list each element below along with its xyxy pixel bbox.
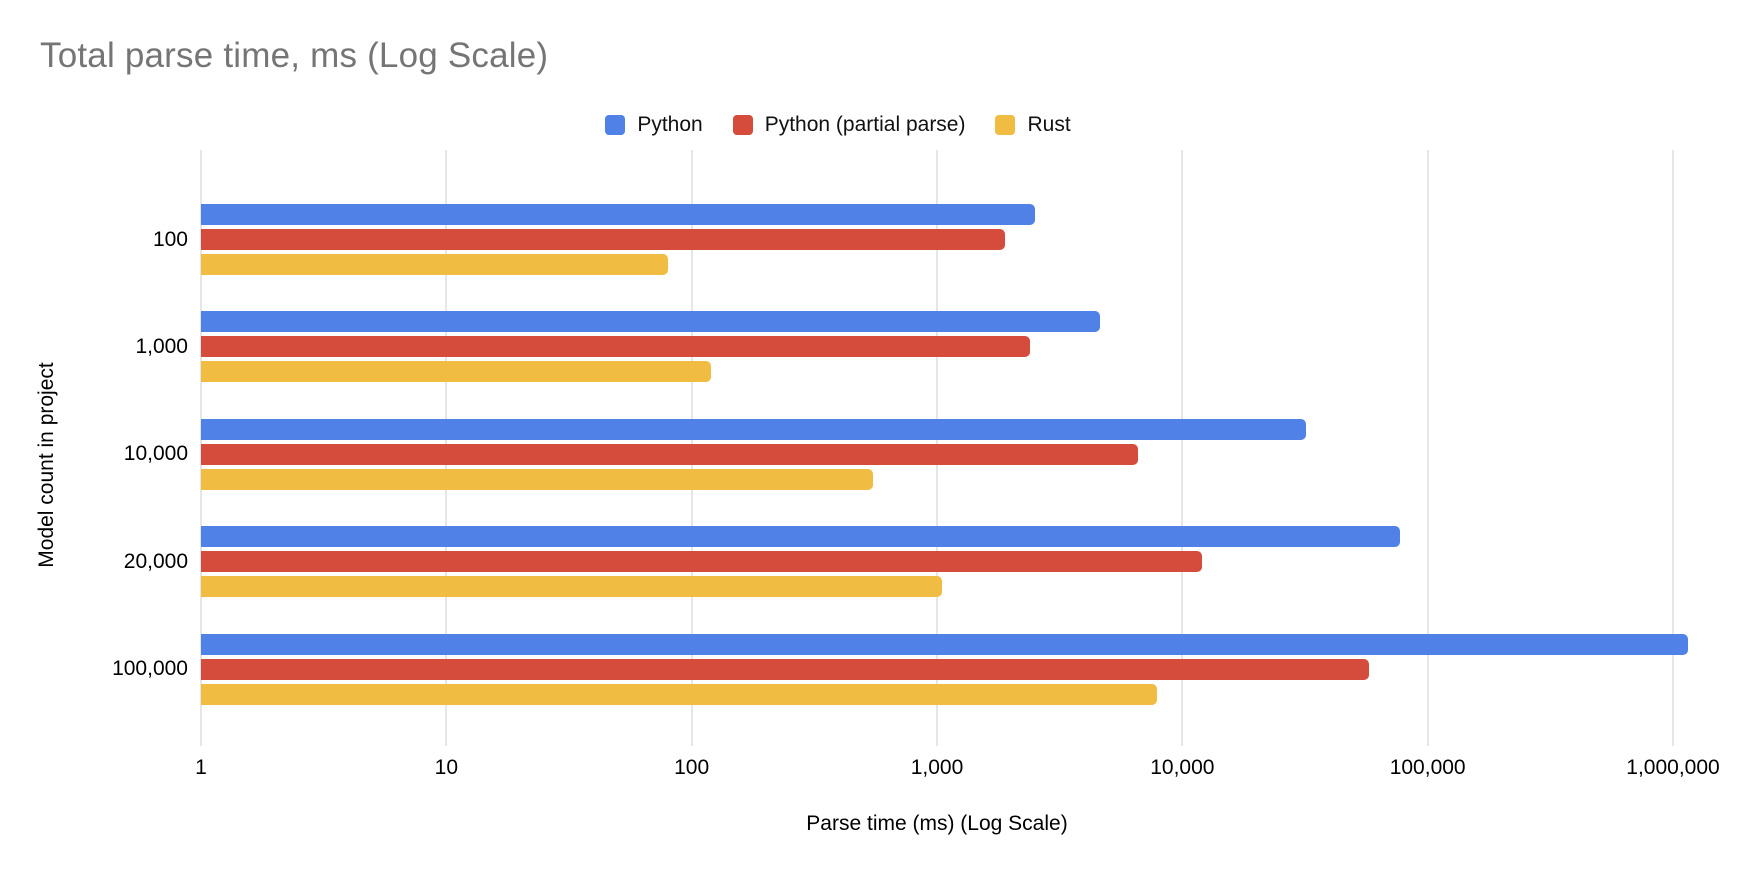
bar-python-partial-parse-1-000	[201, 336, 1031, 358]
y-axis-label-1-000: 1,000	[135, 334, 188, 358]
bar-python-100	[201, 204, 1035, 225]
legend-label: Python (partial parse)	[764, 113, 966, 136]
bar-python-20-000	[201, 526, 1400, 548]
bar-python-partial-parse-100-000	[201, 658, 1369, 680]
y-axis-label-20-000: 20,000	[123, 549, 188, 573]
gridline	[1181, 150, 1183, 746]
x-axis-title: Parse time (ms) (Log Scale)	[806, 812, 1068, 835]
y-axis-labels: 100 1,000 10,000 20,000 100,000	[0, 150, 188, 746]
bar-python-partial-parse-20-000	[201, 551, 1202, 573]
chart-title: Total parse time, ms (Log Scale)	[40, 36, 549, 75]
gridline	[1672, 150, 1674, 746]
bar-python-partial-parse-100	[201, 229, 1006, 250]
bar-python-10-000	[201, 418, 1307, 440]
legend-label: Rust	[1027, 113, 1071, 136]
bar-rust-100	[201, 254, 668, 275]
x-axis-tick-10-000: 10,000	[1150, 756, 1215, 779]
bar-rust-10-000	[201, 468, 874, 490]
x-axis-tick-100-000: 100,000	[1389, 756, 1466, 779]
bar-python-partial-parse-10-000	[201, 443, 1139, 465]
bar-rust-20-000	[201, 576, 943, 598]
y-axis-title: Model count in project	[35, 362, 58, 568]
legend-item-python-partial-parse: Python (partial parse)	[732, 112, 966, 138]
legend-swatch-icon	[732, 115, 753, 135]
y-axis-label-10-000: 10,000	[123, 442, 188, 466]
legend: Python Python (partial parse) Rust	[0, 112, 1716, 138]
y-axis-label-100-000: 100,000	[112, 657, 188, 681]
legend-item-rust: Rust	[995, 112, 1071, 138]
legend-item-python: Python	[605, 112, 703, 138]
x-axis-tick-1-000: 1,000	[910, 756, 964, 779]
legend-label: Python	[637, 113, 703, 136]
bar-python-1-000	[201, 311, 1100, 333]
x-axis-tick-1-000-000: 1,000,000	[1626, 756, 1720, 779]
x-axis-tick-1: 1	[195, 756, 207, 779]
x-axis-tick-100: 100	[674, 756, 710, 779]
legend-swatch-icon	[995, 115, 1016, 135]
bar-rust-1-000	[201, 361, 712, 383]
bar-rust-100-000	[201, 683, 1158, 705]
bar-python-100-000	[201, 633, 1688, 655]
plot-area	[200, 150, 1688, 746]
x-axis-tick-10: 10	[434, 756, 459, 779]
y-axis-label-100: 100	[152, 227, 188, 251]
x-axis-ticks: 1 10 100 1,000 10,000 100,000 1,000,000	[195, 756, 1720, 782]
gridline	[1427, 150, 1429, 746]
legend-swatch-icon	[605, 115, 626, 135]
